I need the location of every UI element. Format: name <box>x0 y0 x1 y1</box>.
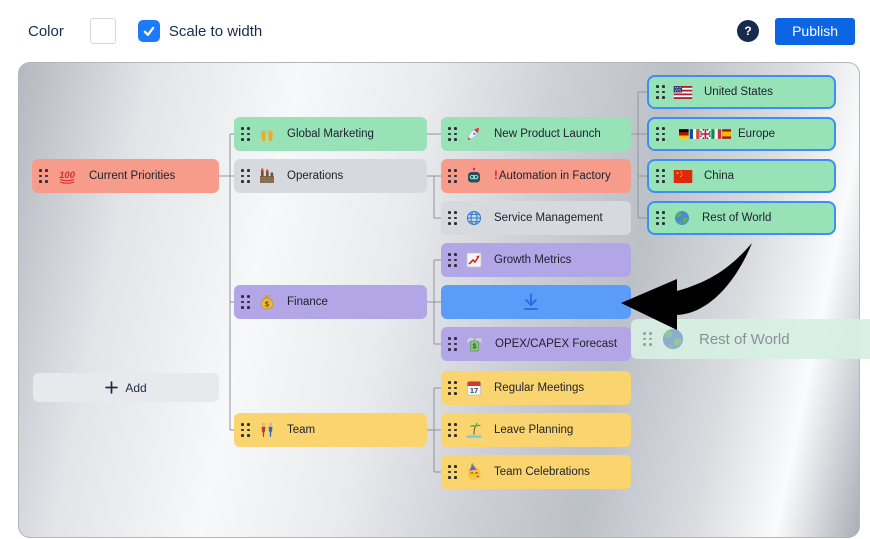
node-label: Growth Metrics <box>494 254 572 266</box>
drag-handle[interactable] <box>448 127 457 141</box>
robot-icon <box>465 167 483 185</box>
hundred-points-icon: 100 <box>56 168 78 184</box>
add-button-label: Add <box>125 380 147 395</box>
node-leave-planning[interactable]: Leave Planning <box>441 413 631 447</box>
chart-increasing-icon <box>465 251 483 269</box>
node-label: OPEX/CAPEX Forecast <box>495 338 618 350</box>
drag-handle[interactable] <box>241 295 250 309</box>
drag-handle[interactable] <box>656 85 665 99</box>
node-label: Europe <box>738 128 776 140</box>
node-operations[interactable]: Operations <box>234 159 427 193</box>
node-label: Service Management <box>494 212 603 224</box>
node-united-states[interactable]: United States <box>647 75 836 109</box>
svg-text:$: $ <box>473 344 477 351</box>
earth-globe-icon <box>660 326 686 352</box>
plus-icon <box>105 381 119 394</box>
drag-handle[interactable] <box>448 337 457 351</box>
add-node-button[interactable]: Add <box>33 373 219 402</box>
checkmark-icon <box>143 26 155 36</box>
node-label: Rest of World <box>699 330 790 348</box>
drag-handle[interactable] <box>241 127 250 141</box>
drag-handle[interactable] <box>448 381 457 395</box>
drag-handle[interactable] <box>448 211 457 225</box>
earth-globe-icon <box>673 209 691 227</box>
publish-button[interactable]: Publish <box>775 17 855 45</box>
node-new-product-launch[interactable]: New Product Launch <box>441 117 631 151</box>
node-global-marketing[interactable]: Global Marketing <box>234 117 427 151</box>
desert-island-icon <box>465 421 483 439</box>
mindmap-canvas[interactable]: 100 Current Priorities Global Marketing Ope… <box>18 62 870 538</box>
globe-meridians-icon <box>465 209 483 227</box>
node-service-management[interactable]: Service Management <box>441 201 631 235</box>
node-regular-meetings[interactable]: 17 Regular Meetings <box>441 371 631 405</box>
svg-text:17: 17 <box>470 386 478 395</box>
download-arrow-icon <box>519 290 543 314</box>
drag-handle[interactable] <box>643 332 652 346</box>
node-label: United States <box>704 86 774 98</box>
factory-icon <box>258 167 276 185</box>
drag-handle[interactable] <box>448 423 457 437</box>
node-label: New Product Launch <box>494 128 601 140</box>
rocket-icon <box>465 125 483 143</box>
drag-handle[interactable] <box>448 169 457 183</box>
drag-handle[interactable] <box>448 253 457 267</box>
node-current-priorities[interactable]: 100 Current Priorities <box>32 159 219 193</box>
color-swatch[interactable] <box>89 18 116 44</box>
drag-handle[interactable] <box>656 211 665 225</box>
node-label: Global Marketing <box>287 128 374 140</box>
calendar-icon: 17 <box>465 379 483 397</box>
node-label: Regular Meetings <box>494 382 585 394</box>
scale-to-width-checkbox[interactable] <box>137 20 160 42</box>
partying-face-icon <box>465 463 483 481</box>
node-label: Automation in Factory <box>498 170 611 182</box>
color-label: Color <box>28 22 64 40</box>
drag-handle[interactable] <box>241 423 250 437</box>
node-opex-capex-forecast[interactable]: $ OPEX/CAPEX Forecast <box>441 327 631 361</box>
node-label: Team Celebrations <box>494 466 590 478</box>
node-automation-in-factory[interactable]: ! Automation in Factory <box>441 159 631 193</box>
drag-handle[interactable] <box>656 127 665 141</box>
node-rest-of-world[interactable]: Rest of World <box>647 201 836 235</box>
raising-hands-icon <box>258 125 276 143</box>
node-growth-metrics[interactable]: Growth Metrics <box>441 243 631 277</box>
drag-handle[interactable] <box>241 169 250 183</box>
node-europe[interactable]: Europe <box>647 117 836 151</box>
node-rest-of-world-ghost[interactable]: Rest of World <box>631 319 870 359</box>
node-drop-target[interactable] <box>441 285 631 319</box>
svg-text:$: $ <box>265 300 270 309</box>
node-label: Team <box>287 424 316 436</box>
flags-europe-icon <box>679 128 731 140</box>
node-label: Operations <box>287 170 344 182</box>
flag-us-icon <box>673 85 693 99</box>
node-label: China <box>704 170 735 182</box>
node-label: Leave Planning <box>494 424 574 436</box>
node-team[interactable]: Team <box>234 413 427 447</box>
drag-handle[interactable] <box>39 169 48 183</box>
svg-text:100: 100 <box>59 170 76 181</box>
toolbar: Color Scale to width ? Publish <box>0 0 870 62</box>
node-label: Current Priorities <box>89 170 176 182</box>
drag-handle[interactable] <box>448 465 457 479</box>
node-label: Finance <box>287 296 328 308</box>
money-bag-icon: $ <box>258 293 276 311</box>
connector-lines <box>219 91 647 473</box>
node-label: Rest of World <box>702 212 772 224</box>
warning-exclamation: ! <box>494 170 498 182</box>
node-china[interactable]: China <box>647 159 836 193</box>
node-team-celebrations[interactable]: Team Celebrations <box>441 455 631 489</box>
drag-handle[interactable] <box>656 169 665 183</box>
scale-to-width-label: Scale to width <box>168 22 263 40</box>
help-button[interactable]: ? <box>737 20 760 42</box>
man-and-woman-icon <box>258 421 276 439</box>
money-with-wings-icon: $ <box>465 335 484 353</box>
flag-china-icon <box>673 169 693 183</box>
node-finance[interactable]: $ Finance <box>234 285 427 319</box>
